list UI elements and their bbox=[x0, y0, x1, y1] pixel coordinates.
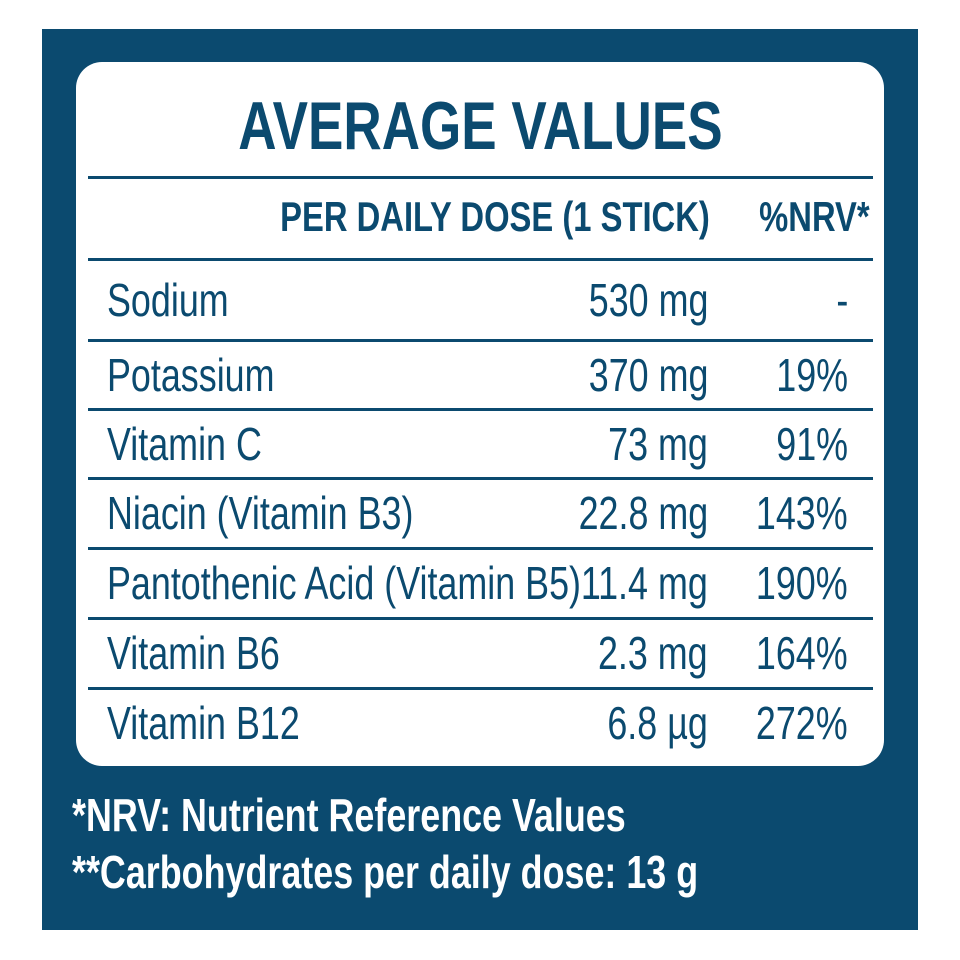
header-amount: PER DAILY DOSE (1 STICK) bbox=[159, 192, 710, 242]
row-nrv: 190% bbox=[730, 556, 848, 610]
row-nrv: 19% bbox=[756, 348, 848, 402]
row-divider bbox=[88, 687, 873, 690]
row-name-text: Vitamin B6 bbox=[107, 627, 280, 679]
row-nrv-text: 164% bbox=[756, 627, 848, 679]
row-nrv-text: 19% bbox=[776, 348, 848, 401]
footnote-text: *NRV: Nutrient Reference Values bbox=[72, 789, 626, 841]
row-name: Potassium bbox=[107, 348, 322, 402]
row-divider bbox=[88, 339, 873, 342]
footnote-nrv: *NRV: Nutrient Reference Values bbox=[72, 788, 782, 842]
row-amount: 11.4 mg bbox=[545, 556, 708, 610]
row-divider bbox=[88, 477, 873, 480]
row-amount-text: 22.8 mg bbox=[578, 487, 708, 539]
row-amount-text: 73 mg bbox=[608, 417, 708, 470]
row-amount: 370 mg bbox=[555, 348, 708, 402]
values-panel bbox=[76, 62, 884, 766]
row-amount: 6.8 µg bbox=[579, 696, 708, 750]
row-name: Pantothenic Acid (Vitamin B5) bbox=[107, 556, 715, 610]
footnote-carbs: **Carbohydrates per daily dose: 13 g bbox=[72, 845, 875, 899]
row-amount-text: 6.8 µg bbox=[607, 697, 708, 749]
row-name-text: Pantothenic Acid (Vitamin B5) bbox=[107, 557, 582, 609]
row-nrv-text: 91% bbox=[776, 417, 848, 470]
row-nrv-text: 143% bbox=[756, 487, 848, 539]
divider bbox=[88, 258, 873, 261]
row-name: Niacin (Vitamin B3) bbox=[107, 486, 500, 540]
row-amount-text: 11.4 mg bbox=[581, 557, 708, 609]
row-name: Sodium bbox=[107, 273, 263, 327]
row-amount-text: 530 mg bbox=[588, 274, 708, 326]
row-amount: 22.8 mg bbox=[542, 486, 708, 540]
row-amount-text: 2.3 mg bbox=[598, 627, 708, 679]
row-nrv: - bbox=[833, 273, 848, 327]
header-nrv: %NRV* bbox=[728, 192, 870, 242]
row-name-text: Potassium bbox=[107, 348, 275, 401]
row-amount: 73 mg bbox=[580, 417, 708, 471]
header-nrv-text: %NRV* bbox=[759, 193, 870, 240]
table-title: AVERAGE VALUES bbox=[0, 88, 960, 164]
row-nrv: 91% bbox=[756, 417, 848, 471]
row-name: Vitamin C bbox=[107, 417, 306, 471]
row-amount-text: 370 mg bbox=[588, 348, 708, 401]
row-divider bbox=[88, 408, 873, 411]
row-name-text: Niacin (Vitamin B3) bbox=[107, 487, 414, 539]
row-divider bbox=[88, 617, 873, 620]
divider bbox=[88, 176, 873, 179]
row-name-text: Vitamin C bbox=[107, 417, 262, 470]
row-nrv: 272% bbox=[730, 696, 848, 750]
row-nrv-text: 272% bbox=[756, 697, 848, 749]
row-amount: 530 mg bbox=[555, 273, 708, 327]
row-name: Vitamin B6 bbox=[107, 626, 329, 680]
row-nrv-text: 190% bbox=[756, 557, 848, 609]
row-amount: 2.3 mg bbox=[567, 626, 708, 680]
row-nrv-text: - bbox=[836, 274, 848, 326]
row-name-text: Vitamin B12 bbox=[107, 697, 300, 749]
row-name-text: Sodium bbox=[107, 274, 229, 326]
row-nrv: 164% bbox=[730, 626, 848, 680]
footnote-text: **Carbohydrates per daily dose: 13 g bbox=[72, 846, 699, 898]
row-nrv: 143% bbox=[730, 486, 848, 540]
row-name: Vitamin B12 bbox=[107, 696, 354, 750]
row-divider bbox=[88, 547, 873, 550]
header-amount-text: PER DAILY DOSE (1 STICK) bbox=[280, 193, 710, 240]
title-text: AVERAGE VALUES bbox=[237, 88, 723, 164]
